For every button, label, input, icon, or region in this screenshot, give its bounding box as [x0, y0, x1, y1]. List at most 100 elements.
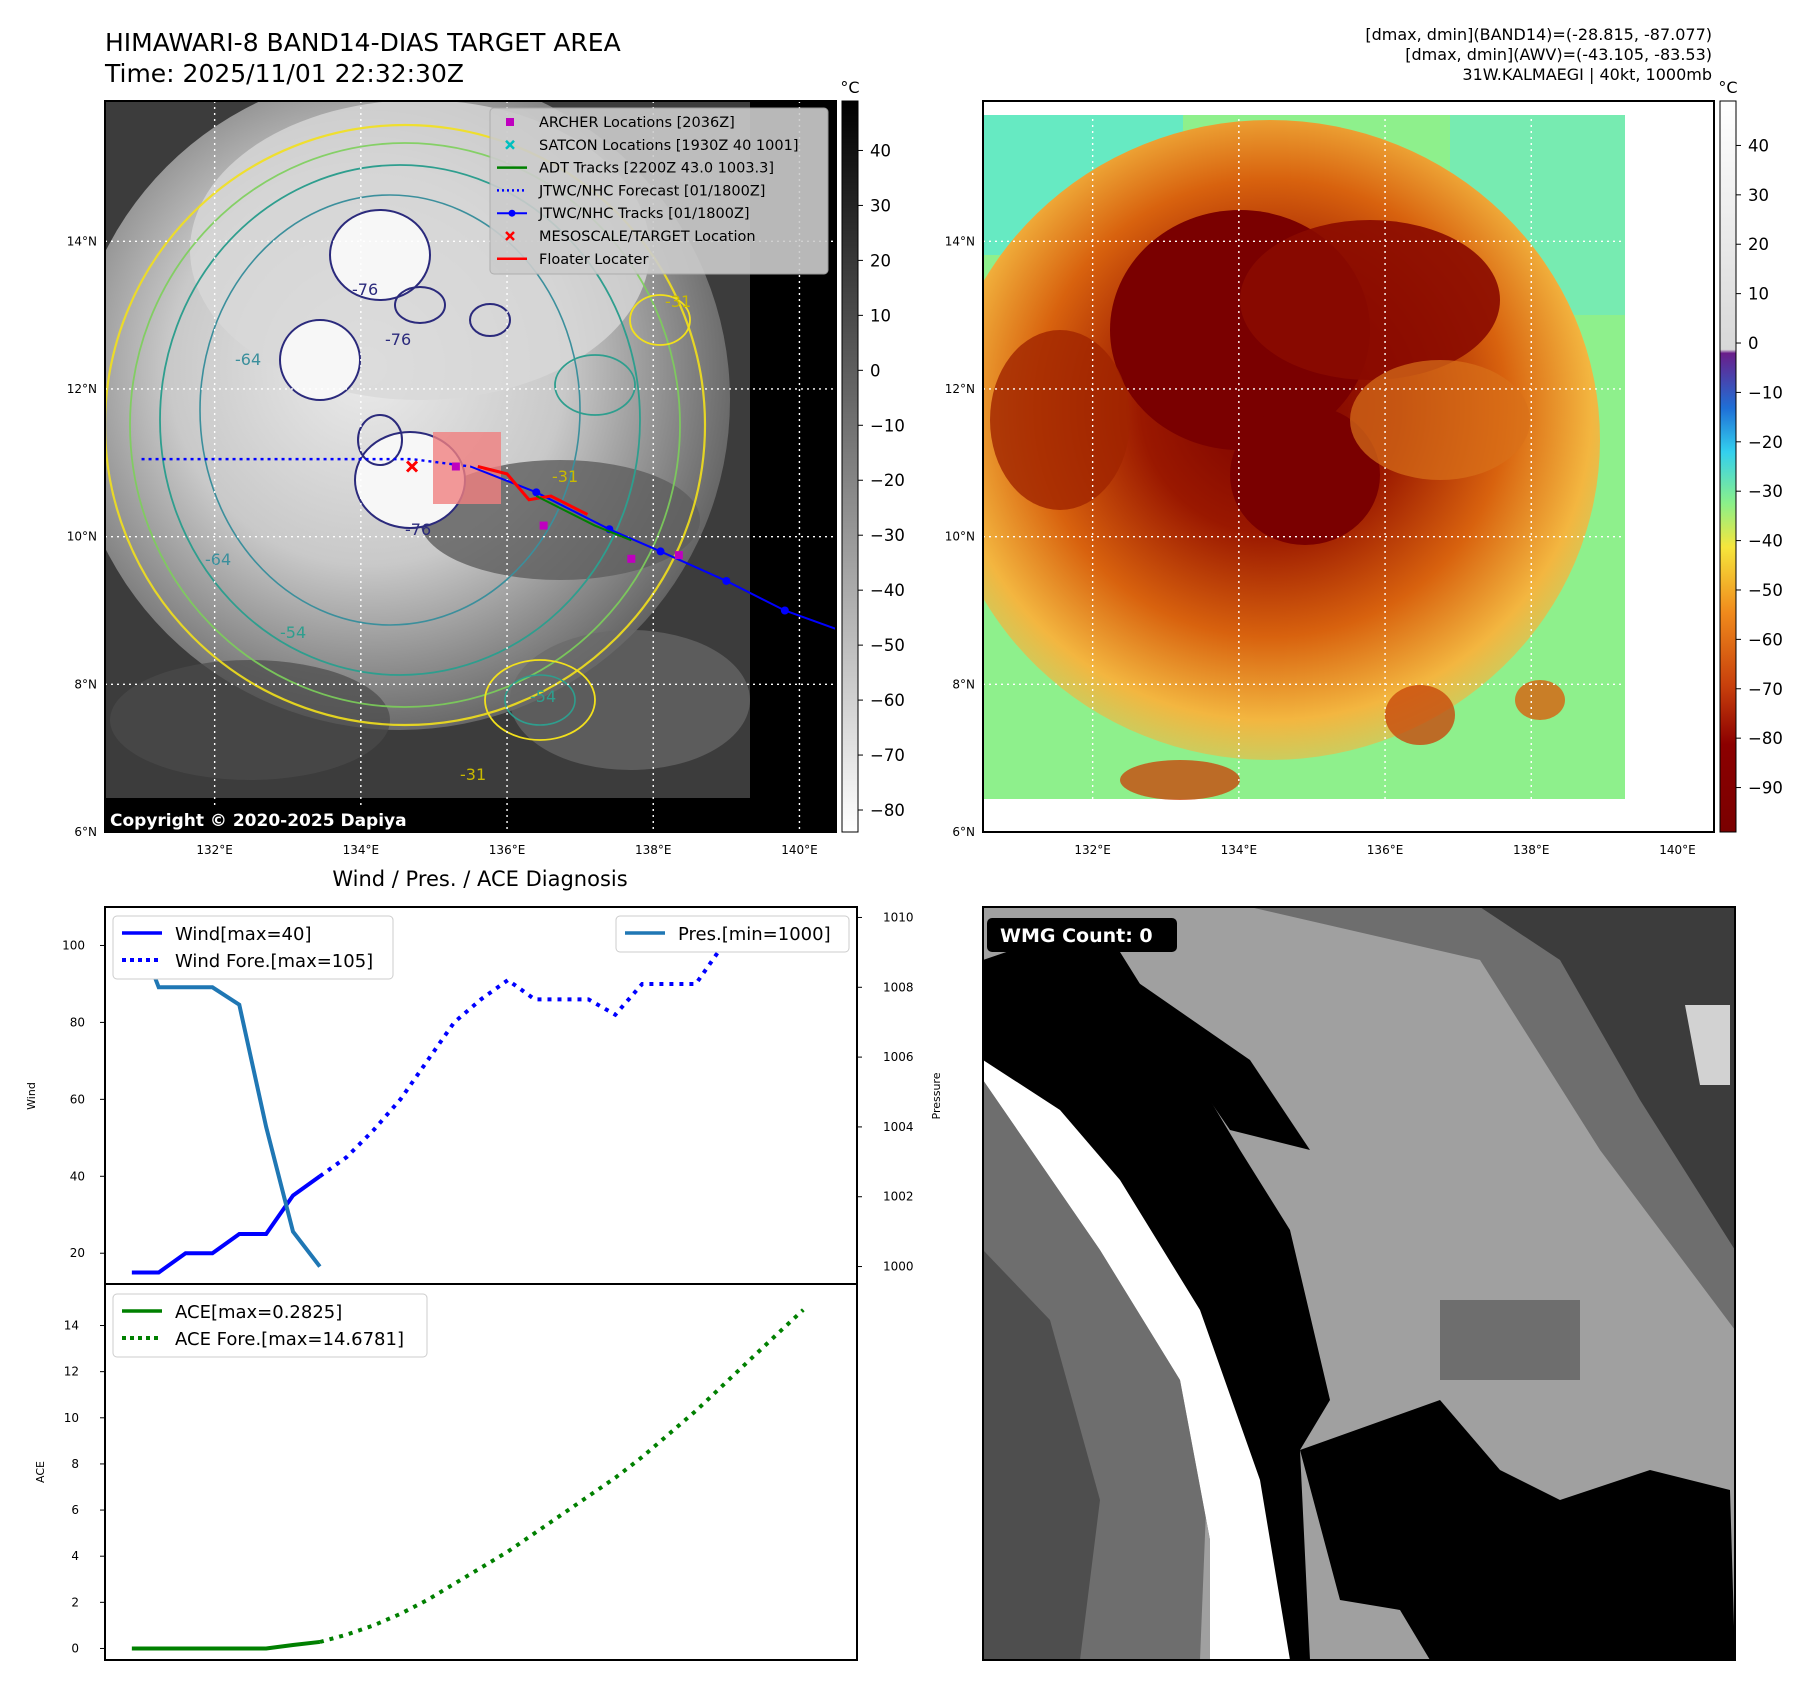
- contour-label: -76: [385, 330, 411, 349]
- wind-tick-label: 80: [70, 1015, 85, 1029]
- color-colorbar-ticks: 40 30 20 10 0 −10 −20 −30 −40 −50 −60 −70 −80 −90: [1736, 136, 1783, 798]
- legend-label: JTWC/NHC Forecast [01/1800Z]: [538, 183, 765, 199]
- color-colorbar-ramp: [1719, 100, 1737, 833]
- jtwc-track-point: [722, 576, 731, 585]
- wind-tick-label: 100: [62, 938, 85, 952]
- archer-point: [451, 462, 460, 471]
- wind-legend-label: Wind[max=40]: [175, 924, 312, 945]
- wind-tick-label: 60: [70, 1092, 85, 1106]
- lon-tick-label: 132°E: [196, 843, 233, 857]
- pressure-tick-label: 1010: [883, 910, 914, 924]
- colorbar-tick-label: −20: [1748, 433, 1783, 452]
- colorbar-tick-label: 20: [1748, 235, 1769, 254]
- map-legend-box: [489, 107, 829, 275]
- legend-label: Floater Locater: [539, 252, 648, 268]
- gray-colorbar-ramp: [841, 100, 859, 833]
- jtwc-track-point: [780, 606, 789, 615]
- lat-tick-label: 12°N: [67, 382, 97, 396]
- ace-legend-label: ACE[max=0.2825]: [175, 1302, 342, 1323]
- lat-tick-label: 8°N: [952, 677, 975, 691]
- colorbar-tick-label: −90: [1748, 779, 1783, 798]
- ace-tick-label: 12: [64, 1365, 79, 1379]
- contour-label: -54: [280, 623, 306, 642]
- contour-label: -64: [235, 350, 261, 369]
- lon-tick-label: 140°E: [1659, 843, 1696, 857]
- ace-tick-label: 6: [71, 1503, 79, 1517]
- lon-tick-label: 140°E: [781, 843, 818, 857]
- colorbar-tick-label: −60: [1748, 630, 1783, 649]
- wind-fore-legend-label: Wind Fore.[max=105]: [175, 951, 373, 972]
- ace-tick-label: 14: [64, 1319, 79, 1333]
- ace-tick-label: 8: [71, 1457, 79, 1471]
- contour-label: -76: [405, 520, 431, 539]
- colorbar-tick-label: 0: [870, 361, 881, 380]
- color-map-frame: [982, 100, 1715, 833]
- colorbar-tick-label: −40: [870, 581, 905, 600]
- ace-tick-label: 0: [71, 1641, 79, 1655]
- wind-legend: Wind[max=40] Wind Fore.[max=105]: [112, 915, 394, 980]
- colorbar-tick-label: 10: [870, 306, 891, 325]
- ace-axis-label: ACE: [34, 1461, 47, 1483]
- lon-tick-label: 136°E: [489, 843, 526, 857]
- legend-marker: [505, 139, 515, 150]
- ir-map-axis-ticks: 132°E 134°E 136°E 138°E 140°E 14°N 12°N 10°N 8°N…: [67, 234, 818, 857]
- legend-marker: [505, 231, 515, 241]
- figure-time: Time: 2025/11/01 22:32:30Z: [104, 59, 464, 88]
- colorbar-tick-label: −50: [1748, 581, 1783, 600]
- colorbar-tick-label: −70: [870, 746, 905, 765]
- wmg-count-label: WMG Count: 0: [1000, 925, 1153, 947]
- legend-label: ARCHER Locations [2036Z]: [539, 115, 735, 131]
- lat-tick-label: 8°N: [74, 677, 97, 691]
- colorbar-tick-label: −10: [1748, 383, 1783, 402]
- figure-title: HIMAWARI-8 BAND14-DIAS TARGET AREA: [105, 28, 621, 57]
- ir-map-panel: -31 -54 -64 -76 -76 -64 -31 -54 -76 -31 …: [104, 100, 837, 833]
- archer-point: [674, 551, 683, 560]
- lat-tick-label: 12°N: [945, 382, 975, 396]
- colorbar-tick-label: 30: [1748, 186, 1769, 205]
- diagnosis-ticks: 1008060402010101008100610041002100014121…: [62, 910, 913, 1655]
- lat-tick-label: 14°N: [67, 234, 97, 248]
- colorbar-tick-label: 40: [870, 141, 891, 160]
- colorbar-tick-label: −10: [870, 416, 905, 435]
- contour-labels: -31 -54 -64 -76 -76 -64 -31 -54 -76 -31: [205, 280, 691, 784]
- legend-label: SATCON Locations [1930Z 40 1001]: [539, 138, 798, 154]
- wmg-region: [1685, 1005, 1730, 1085]
- wmg-count-badge: [987, 918, 1177, 952]
- gray-colorbar-unit: °C: [840, 78, 859, 97]
- awv-stats: [dmax, dmin](AWV)=(-43.105, -83.53): [1405, 45, 1712, 64]
- gray-colorbar: °C 40 30 20 10 0 −10 −20 −30 −40 −50 −60 −70 −80: [840, 78, 905, 833]
- pressure-legend-box: [615, 915, 850, 953]
- lat-tick-label: 6°N: [74, 825, 97, 839]
- floater-box: [433, 432, 501, 504]
- jtwc-track-point: [532, 488, 541, 497]
- lon-tick-label: 134°E: [1221, 843, 1258, 857]
- wind-tick-label: 20: [70, 1246, 85, 1260]
- copyright-box: [105, 806, 420, 832]
- ace-legend-box: [112, 1293, 428, 1358]
- floater-track: [477, 465, 589, 516]
- diagnosis-series: [129, 916, 805, 1651]
- contour-label: -64: [205, 550, 231, 569]
- lat-tick-label: 14°N: [945, 234, 975, 248]
- jtwc-forecast-line: [141, 457, 471, 468]
- colorbar-tick-label: −50: [870, 636, 905, 655]
- adt-track: [535, 495, 632, 542]
- map-legend: ARCHER Locations [2036Z] SATCON Locations…: [489, 107, 829, 275]
- color-map-axis-ticks: 132°E 134°E 136°E 138°E 140°E 14°N 12°N 10°N 8°N…: [945, 234, 1696, 857]
- archer-point: [627, 554, 636, 563]
- pressure-line: [129, 916, 322, 1268]
- contour-label: -31: [552, 467, 578, 486]
- legend-label: ADT Tracks [2200Z 43.0 1003.3]: [539, 161, 774, 177]
- ace-legend: ACE[max=0.2825] ACE Fore.[max=14.6781]: [112, 1293, 428, 1358]
- legend-label: JTWC/NHC Tracks [01/1800Z]: [538, 206, 750, 222]
- lat-tick-label: 10°N: [67, 530, 97, 544]
- colorbar-tick-label: −30: [870, 526, 905, 545]
- band14-stats: [dmax, dmin](BAND14)=(-28.815, -87.077): [1365, 25, 1712, 44]
- contour-label: -76: [352, 280, 378, 299]
- colorbar-tick-label: 30: [870, 196, 891, 215]
- wmg-frame: [982, 906, 1736, 1661]
- contour-label: -54: [530, 687, 556, 706]
- ir-map-frame: [104, 100, 837, 833]
- diagnosis-title: Wind / Pres. / ACE Diagnosis: [332, 867, 627, 891]
